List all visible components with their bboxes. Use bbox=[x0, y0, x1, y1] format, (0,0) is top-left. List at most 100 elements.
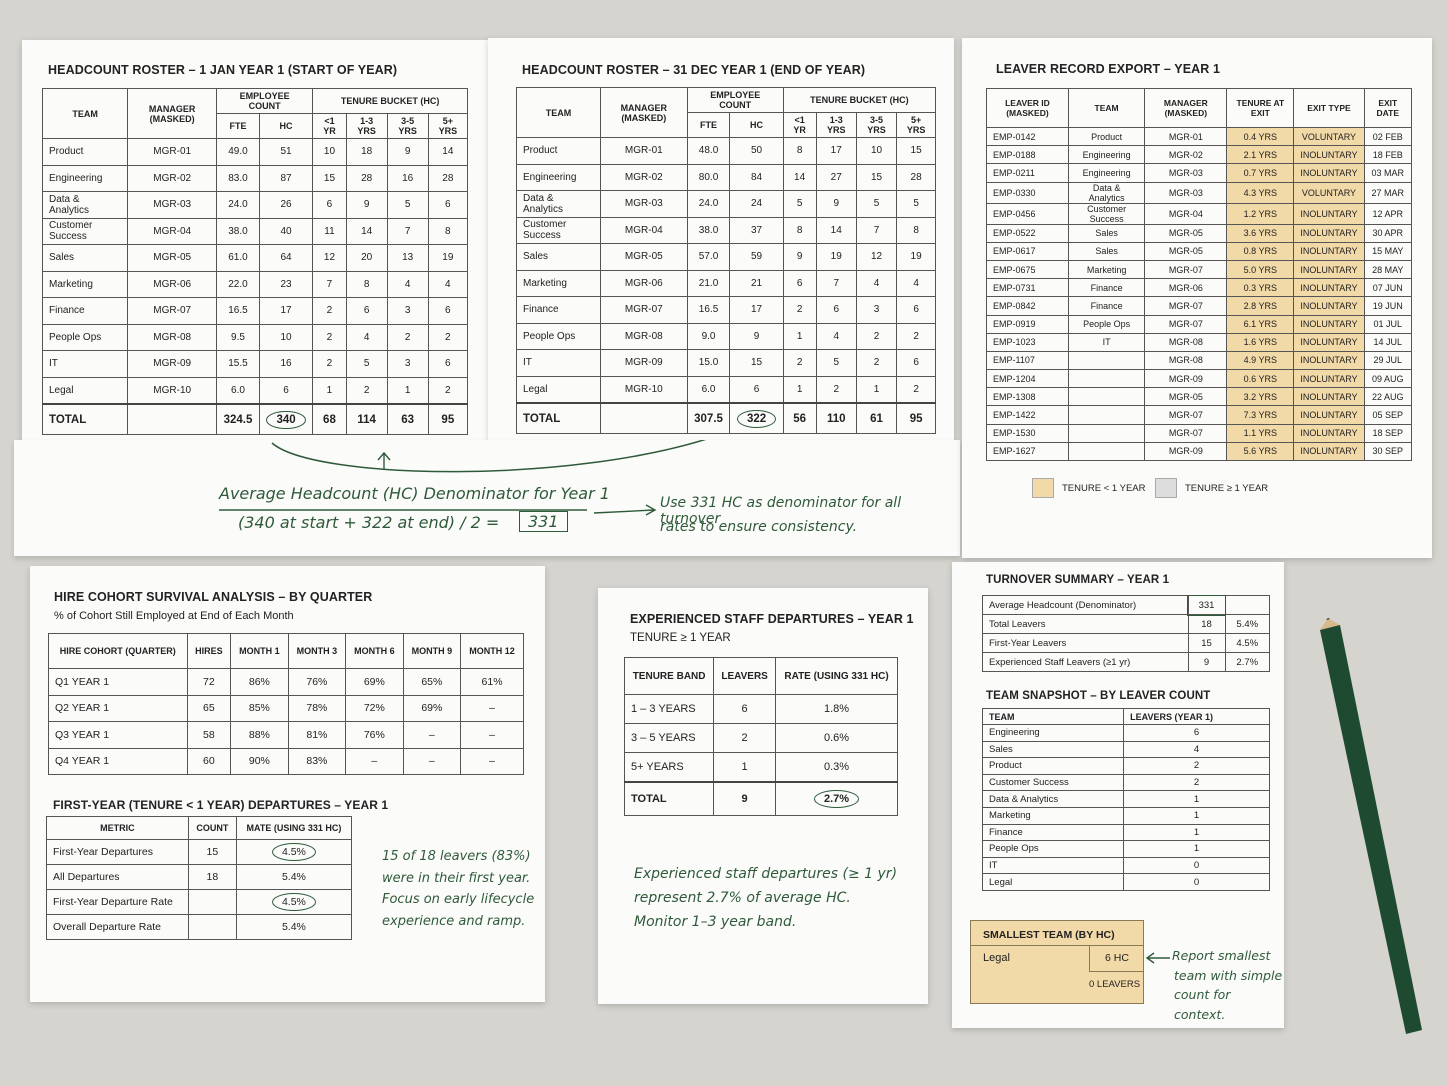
table-row: Sales MGR-05 61.0 64 12 20 13 19 bbox=[41, 244, 469, 272]
table-cell: 0.8 YRS bbox=[1226, 241, 1295, 261]
column-header: MANAGER (MASKED) bbox=[599, 87, 688, 138]
table-cell: 2 bbox=[855, 322, 898, 350]
table-cell: 6 bbox=[258, 376, 314, 405]
table-cell: 11 bbox=[312, 217, 347, 245]
table-cell: 64 bbox=[258, 244, 314, 272]
header-row: FTE HC <1 YR 1-3 YRS 3-5 YRS 5+ YRS bbox=[517, 112, 936, 138]
table-cell: All Departures bbox=[46, 864, 189, 890]
table-row: EMP-1627 MGR-09 5.6 YRS INOLUNTARY 30 SEP bbox=[986, 441, 1413, 462]
table-cell: 13 bbox=[386, 244, 429, 272]
table-cell: 61% bbox=[460, 668, 524, 696]
table-cell: INOLUNTARY bbox=[1293, 314, 1365, 334]
table-cell: 65% bbox=[402, 668, 462, 696]
table-cell: 5.6 YRS bbox=[1226, 441, 1295, 462]
table-cell: TOTAL bbox=[41, 403, 129, 435]
table-row: People Ops 1 bbox=[981, 840, 1270, 858]
table-cell bbox=[127, 403, 218, 435]
table-row: IT 0 bbox=[981, 856, 1270, 875]
data-table: METRIC COUNT MATE (USING 331 HC) First-Year… bbox=[46, 816, 353, 940]
table-cell: 19 bbox=[815, 243, 857, 271]
box-title: SMALLEST TEAM (BY HC) bbox=[983, 929, 1115, 941]
table-cell: 18 bbox=[345, 138, 388, 166]
table-cell: MGR-01 bbox=[1144, 126, 1228, 147]
table-cell: MGR-05 bbox=[127, 244, 218, 272]
table-cell: 12 bbox=[312, 244, 347, 272]
column-header: TENURE BUCKET (HC) bbox=[312, 88, 468, 114]
table-cell: Marketing bbox=[981, 806, 1125, 825]
table-cell: 3 bbox=[855, 296, 898, 324]
table-row: EMP-0142 Product MGR-01 0.4 YRS VOLUNTARY 02 … bbox=[986, 126, 1413, 147]
table-cell: EMP-1204 bbox=[986, 369, 1069, 389]
note-line: team with simple bbox=[1174, 967, 1283, 983]
circled-value: 340 bbox=[266, 410, 306, 429]
table-row: Q4 YEAR 1 60 90% 83% – – – bbox=[48, 747, 524, 775]
column-header: HIRES bbox=[186, 633, 232, 669]
legend-swatch bbox=[1032, 478, 1054, 498]
table-cell: INOLUNTARY bbox=[1293, 405, 1365, 425]
table-cell: INOLUNTARY bbox=[1293, 241, 1365, 261]
table-cell: Engineering bbox=[1067, 163, 1146, 183]
column-header: MONTH 1 bbox=[230, 633, 289, 669]
table-cell: 15 bbox=[855, 163, 898, 191]
column-header: MATE (USING 331 HC) bbox=[235, 816, 353, 840]
column-header: 5+ YRS bbox=[896, 112, 936, 138]
table-cell: 76% bbox=[345, 721, 404, 749]
table-cell: EMP-0188 bbox=[986, 145, 1069, 165]
table-cell bbox=[599, 402, 688, 434]
table-cell bbox=[187, 914, 237, 940]
table-cell: 1 bbox=[855, 375, 898, 404]
table-cell: Data & Analytics bbox=[516, 190, 601, 218]
table-cell: MGR-06 bbox=[599, 269, 688, 297]
table-row: IT MGR-09 15.0 15 2 5 2 6 bbox=[516, 349, 936, 377]
table-cell: 6.0 bbox=[686, 375, 731, 404]
table-cell: 3 bbox=[386, 350, 429, 378]
note: Report smallest team with simple count f… bbox=[1172, 946, 1284, 1024]
table-cell: 5 bbox=[896, 190, 936, 218]
table-row: IT MGR-09 15.5 16 2 5 3 6 bbox=[41, 350, 469, 378]
table-cell: 84 bbox=[729, 163, 784, 191]
table-cell: MGR-10 bbox=[599, 375, 688, 404]
table-cell: Engineering bbox=[1067, 145, 1146, 165]
table-cell: Sales bbox=[981, 740, 1125, 759]
table-row: 3 – 5 YEARS 2 0.6% bbox=[623, 723, 898, 753]
table-cell: 26 bbox=[258, 191, 314, 219]
table-cell bbox=[187, 889, 237, 915]
table-host: METRIC COUNT MATE (USING 331 HC) First-Year… bbox=[46, 816, 353, 940]
table-cell: 1 bbox=[1123, 823, 1270, 842]
table-cell: 6 bbox=[782, 269, 817, 297]
table-row: Engineering 6 bbox=[981, 724, 1270, 742]
note-line: Focus on early lifecycle bbox=[382, 892, 535, 907]
table-row: Customer Success MGR-04 38.0 37 8 14 7 8 bbox=[516, 216, 936, 244]
table-cell: 4.9 YRS bbox=[1226, 350, 1295, 371]
table-cell: Finance bbox=[981, 823, 1125, 842]
table-cell: EMP-1107 bbox=[986, 350, 1069, 371]
column-header: TEAM bbox=[516, 87, 601, 138]
table-cell: 5 bbox=[386, 191, 429, 219]
circled-value: 4.5% bbox=[271, 893, 316, 911]
table-cell: 5 bbox=[345, 350, 388, 378]
table-cell: 6 bbox=[427, 297, 469, 325]
table-cell: 3.6 YRS bbox=[1226, 223, 1295, 243]
table-cell: 2 bbox=[855, 349, 898, 377]
table-cell: 331 bbox=[1186, 594, 1227, 616]
note-advice: rates to ensure consistency. bbox=[660, 519, 858, 535]
table-cell: 9.5 bbox=[216, 323, 260, 351]
table-row: People Ops MGR-08 9.5 10 2 4 2 2 bbox=[41, 323, 469, 351]
table-cell: 15 bbox=[896, 137, 936, 165]
table-cell: People Ops bbox=[516, 322, 601, 350]
table-cell: 1 bbox=[782, 322, 817, 350]
table-cell: 1 bbox=[312, 376, 347, 405]
table-cell: EMP-0456 bbox=[986, 202, 1069, 225]
table-cell: 18 bbox=[1187, 614, 1226, 634]
table-row: EMP-1530 MGR-07 1.1 YRS INOLUNTARY 18 SEP bbox=[986, 423, 1413, 443]
column-header: 1-3 YRS bbox=[815, 112, 857, 138]
table-cell: MGR-03 bbox=[1144, 163, 1228, 183]
table-row: Overall Departure Rate 5.4% bbox=[46, 914, 353, 940]
table-cell: 9 bbox=[1187, 652, 1226, 672]
table-cell: MGR-05 bbox=[1144, 223, 1228, 243]
table-cell: 15 bbox=[187, 839, 237, 865]
table-cell: EMP-0617 bbox=[986, 241, 1069, 261]
table-cell bbox=[1067, 350, 1146, 371]
table-cell: 3.2 YRS bbox=[1226, 387, 1295, 407]
table-row: EMP-1422 MGR-07 7.3 YRS INOLUNTARY 05 SEP bbox=[986, 405, 1413, 425]
